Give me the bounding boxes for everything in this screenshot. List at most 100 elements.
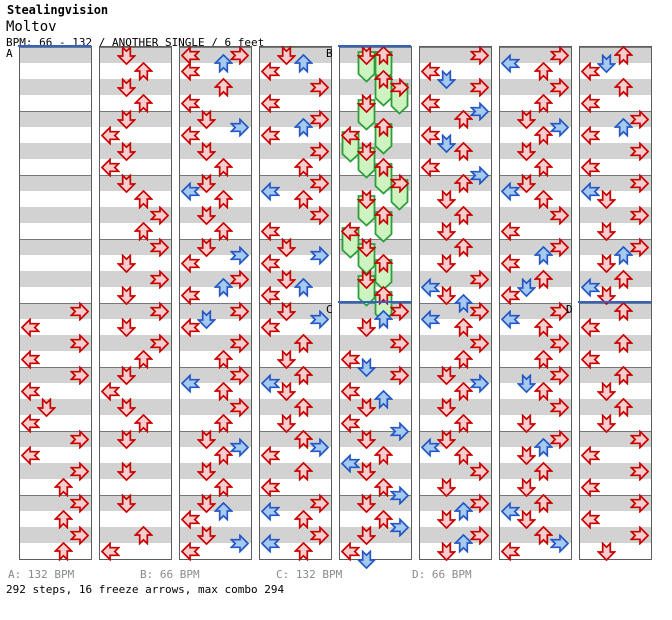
arrow-right-icon bbox=[550, 333, 569, 353]
arrow-left-icon bbox=[260, 253, 280, 273]
arrow-down-icon bbox=[197, 141, 216, 161]
arrow-left-icon bbox=[20, 445, 40, 465]
arrow-left-icon bbox=[100, 125, 120, 145]
arrow-left-icon bbox=[420, 157, 440, 177]
arrow-left-icon bbox=[580, 277, 600, 297]
arrow-up-icon bbox=[213, 349, 233, 369]
chart-column bbox=[19, 46, 92, 561]
arrow-right-icon bbox=[230, 437, 249, 457]
arrow-up-icon bbox=[533, 189, 553, 209]
arrow-left-icon bbox=[340, 453, 360, 473]
section-a-bpm-label: A: 132 BPM bbox=[8, 568, 75, 581]
song-title: Moltov bbox=[6, 19, 57, 35]
arrow-right-icon bbox=[390, 485, 409, 505]
arrow-up-icon bbox=[533, 437, 553, 457]
arrow-right-icon bbox=[390, 365, 409, 385]
arrow-down-icon bbox=[197, 109, 216, 129]
arrow-left-icon bbox=[340, 413, 360, 433]
arrow-up-icon bbox=[213, 77, 233, 97]
arrow-down-icon bbox=[597, 285, 616, 305]
chart-column bbox=[499, 45, 572, 561]
arrow-up-icon bbox=[53, 541, 73, 561]
arrow-down-icon bbox=[117, 253, 136, 273]
section-label: A bbox=[6, 47, 13, 60]
arrow-up-icon bbox=[453, 445, 473, 465]
arrow-right-icon bbox=[230, 269, 249, 289]
arrow-left-icon bbox=[580, 477, 600, 497]
arrow-down-icon bbox=[197, 429, 216, 449]
arrow-up-icon bbox=[453, 533, 473, 553]
arrow-right-icon bbox=[230, 117, 249, 137]
arrow-left-icon bbox=[420, 437, 440, 457]
arrow-up-icon bbox=[613, 117, 633, 137]
arrow-left-icon bbox=[500, 181, 520, 201]
arrow-right-icon bbox=[310, 245, 329, 265]
arrow-left-icon bbox=[260, 181, 280, 201]
arrow-down-icon bbox=[517, 445, 536, 465]
arrow-right-icon bbox=[470, 165, 489, 185]
arrow-up-icon bbox=[133, 525, 153, 545]
arrow-right-icon bbox=[70, 525, 89, 545]
section-label: B bbox=[326, 47, 333, 60]
arrow-left-icon bbox=[260, 477, 280, 497]
arrow-down-icon bbox=[357, 549, 376, 569]
arrow-right-icon bbox=[310, 109, 329, 129]
arrow-up-icon bbox=[613, 45, 633, 65]
arrow-up-icon bbox=[213, 413, 233, 433]
arrow-up-icon bbox=[453, 237, 473, 257]
arrow-up-icon bbox=[373, 45, 393, 65]
arrow-down-icon bbox=[517, 173, 536, 193]
arrow-right-icon bbox=[470, 77, 489, 97]
section-marker-line bbox=[338, 45, 411, 47]
arrow-down-icon bbox=[357, 429, 376, 449]
arrow-up-icon bbox=[373, 117, 393, 137]
arrow-up-icon bbox=[293, 365, 313, 385]
arrow-left-icon bbox=[500, 285, 520, 305]
arrow-right-icon bbox=[150, 301, 169, 321]
arrow-down-icon bbox=[357, 397, 376, 417]
arrow-down-icon bbox=[517, 141, 536, 161]
arrow-right-icon bbox=[470, 373, 489, 393]
arrow-down-icon bbox=[517, 373, 536, 393]
arrow-left-icon bbox=[100, 157, 120, 177]
arrow-up-icon bbox=[613, 77, 633, 97]
arrow-up-icon bbox=[293, 117, 313, 137]
arrow-down-icon bbox=[197, 173, 216, 193]
section-marker-line bbox=[578, 301, 651, 303]
arrow-left-icon bbox=[260, 93, 280, 113]
chart-column bbox=[419, 45, 492, 561]
arrow-up-icon bbox=[293, 157, 313, 177]
arrow-left-icon bbox=[20, 413, 40, 433]
arrow-left-icon bbox=[580, 61, 600, 81]
arrow-left-icon bbox=[420, 93, 440, 113]
arrow-up-icon bbox=[453, 413, 473, 433]
arrow-up-icon bbox=[453, 501, 473, 521]
arrow-left-icon bbox=[420, 61, 440, 81]
chart-column bbox=[259, 45, 332, 561]
arrow-up-icon bbox=[293, 53, 313, 73]
arrow-down-icon bbox=[437, 69, 456, 89]
arrow-up-icon bbox=[613, 397, 633, 417]
section-marker-line bbox=[18, 45, 91, 47]
arrow-down-icon bbox=[117, 397, 136, 417]
arrow-down-icon bbox=[437, 285, 456, 305]
arrow-right-icon bbox=[70, 429, 89, 449]
arrow-left-icon bbox=[580, 157, 600, 177]
arrow-up-icon bbox=[53, 477, 73, 497]
arrow-up-icon bbox=[213, 53, 233, 73]
arrow-left-icon bbox=[180, 317, 200, 337]
arrow-left-icon bbox=[180, 285, 200, 305]
arrow-down-icon bbox=[357, 269, 376, 289]
arrow-right-icon bbox=[310, 437, 329, 457]
arrow-down-icon bbox=[277, 381, 296, 401]
arrow-right-icon bbox=[470, 493, 489, 513]
arrow-right-icon bbox=[230, 301, 249, 321]
arrow-left-icon bbox=[180, 93, 200, 113]
arrow-down-icon bbox=[117, 285, 136, 305]
arrow-right-icon bbox=[230, 333, 249, 353]
arrow-right-icon bbox=[470, 101, 489, 121]
arrow-down-icon bbox=[597, 53, 616, 73]
arrow-left-icon bbox=[180, 61, 200, 81]
arrow-up-icon bbox=[373, 285, 393, 305]
